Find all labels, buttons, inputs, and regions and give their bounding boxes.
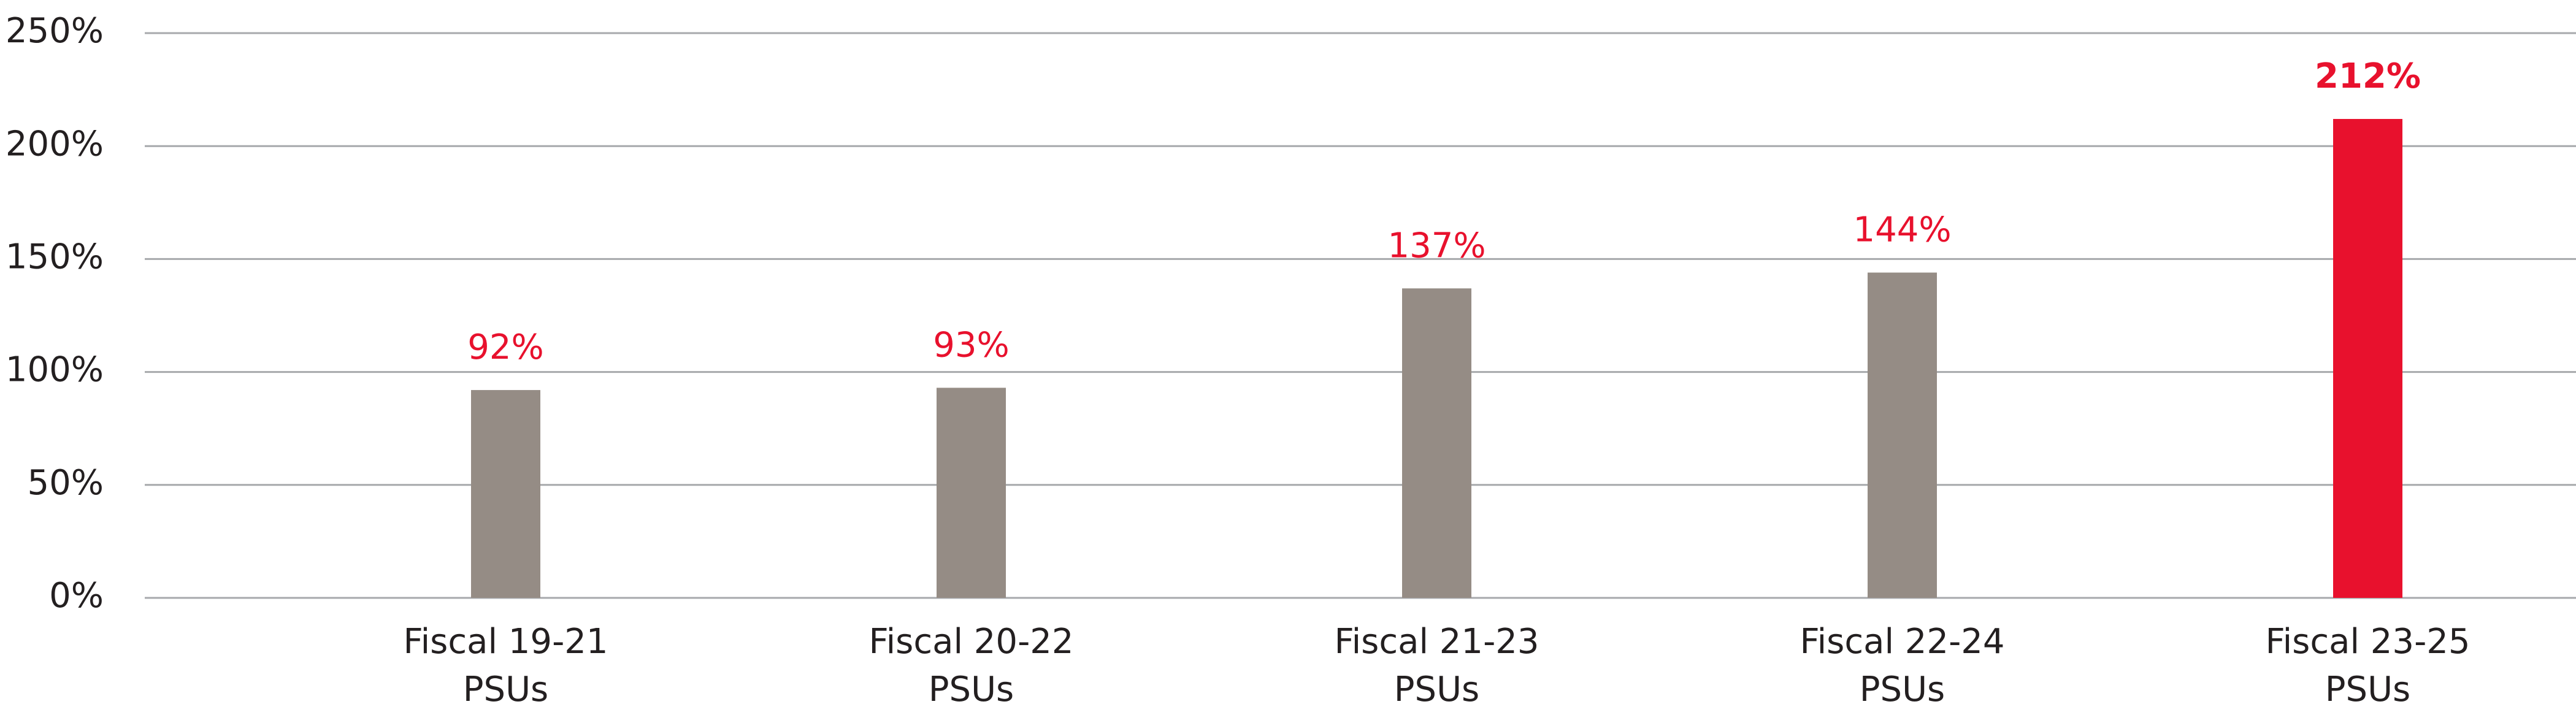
- y-tick-label: 0%: [49, 576, 104, 616]
- value-label: 93%: [933, 326, 1009, 365]
- bar: [2333, 118, 2402, 598]
- value-label: 92%: [467, 327, 543, 367]
- bar: [1402, 288, 1471, 598]
- x-tick-label: Fiscal 23-25 PSUs: [2265, 622, 2470, 709]
- value-label: 144%: [1853, 210, 1951, 250]
- value-label: 212%: [2315, 56, 2421, 96]
- bar: [937, 388, 1006, 598]
- y-tick-label: 250%: [6, 11, 104, 51]
- x-tick-label: Fiscal 22-24 PSUs: [1800, 622, 2004, 709]
- y-tick-label: 200%: [6, 124, 104, 164]
- bar: [471, 390, 540, 598]
- x-tick-label: Fiscal 19-21 PSUs: [403, 622, 608, 709]
- y-tick-label: 150%: [6, 237, 104, 277]
- value-label: 137%: [1387, 226, 1485, 266]
- y-tick-label: 100%: [6, 350, 104, 390]
- x-tick-label: Fiscal 21-23 PSUs: [1334, 622, 1539, 709]
- y-tick-label: 50%: [28, 463, 104, 503]
- x-tick-label: Fiscal 20-22 PSUs: [868, 622, 1073, 709]
- bar: [1868, 272, 1937, 598]
